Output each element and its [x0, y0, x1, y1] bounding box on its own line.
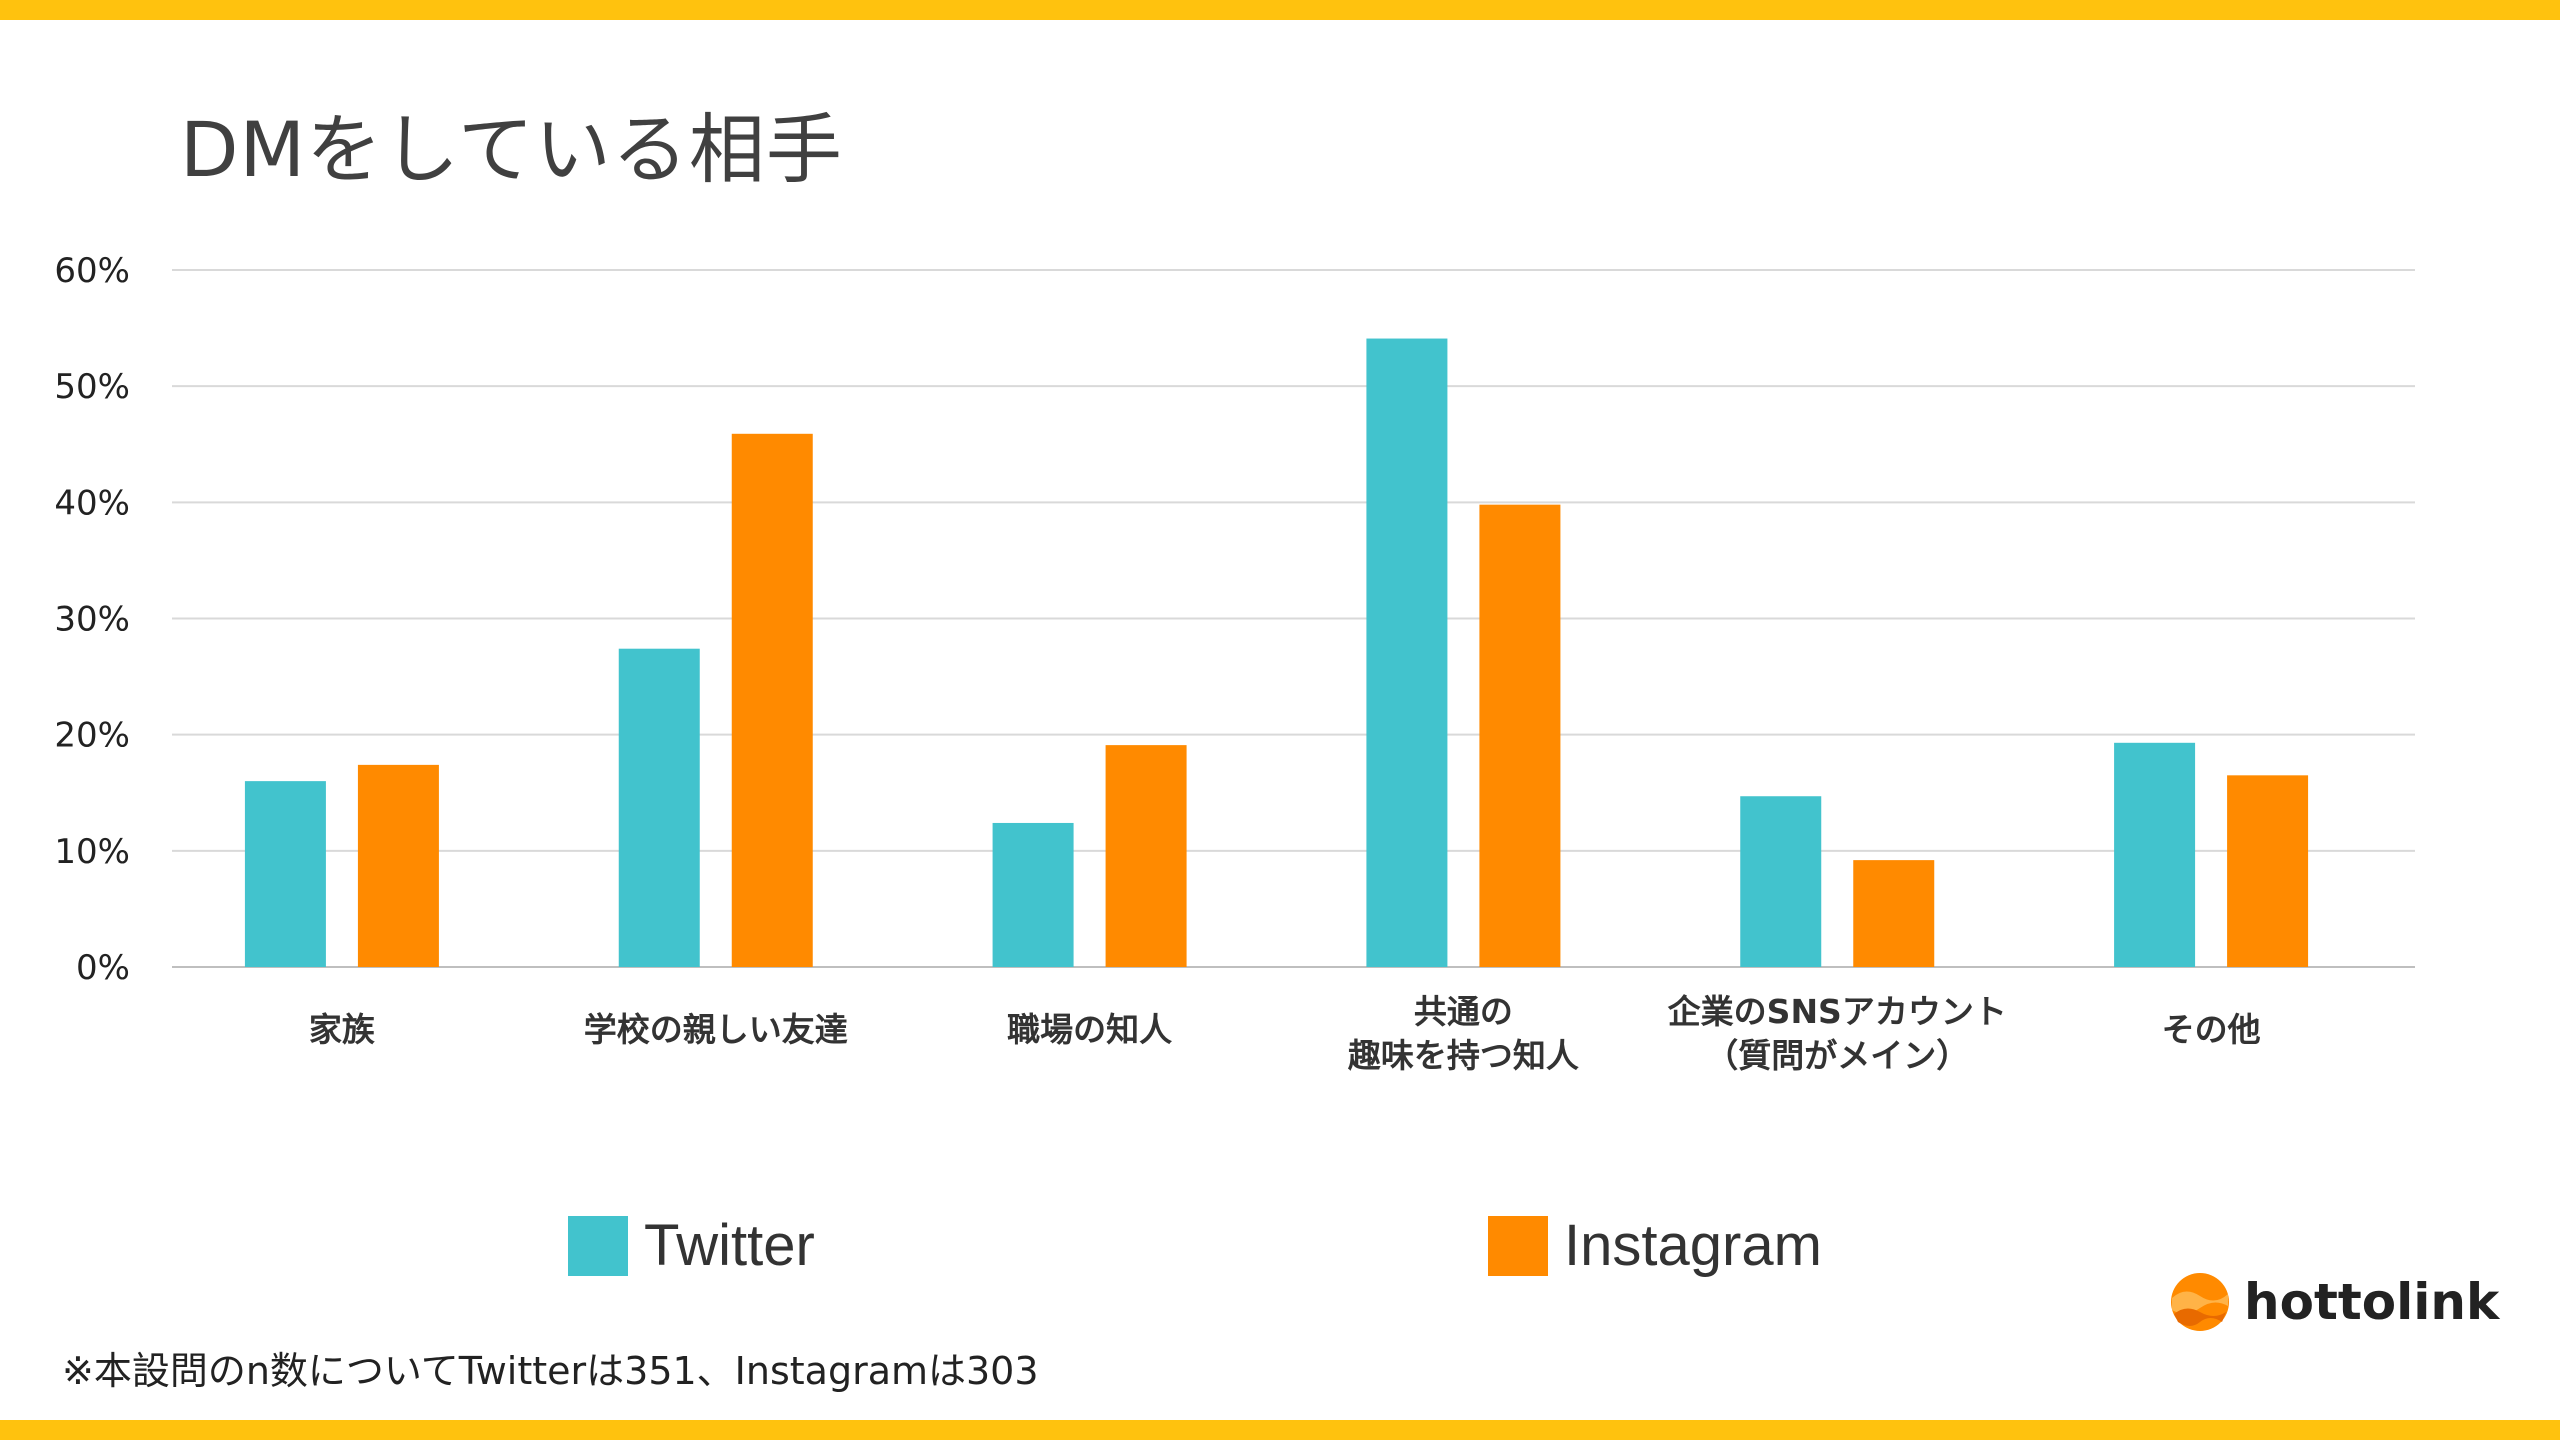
y-tick-label: 40%: [54, 483, 130, 523]
footnote: ※本設問のn数についてTwitterは351、Instagramは303: [62, 1349, 1039, 1393]
legend-swatch-twitter: [568, 1215, 628, 1276]
y-tick-label: 50%: [54, 367, 130, 407]
y-tick-label: 30%: [54, 600, 130, 640]
y-tick-label: 60%: [54, 251, 130, 291]
bar-instagram: [2227, 775, 2309, 967]
legend-item-instagram: Instagram: [1488, 1212, 1822, 1279]
y-tick-label: 0%: [76, 948, 130, 988]
bar-twitter: [244, 781, 326, 967]
bar-instagram: [357, 764, 439, 967]
y-tick-label: 20%: [54, 716, 130, 756]
x-category-label: 学校の親しい友達: [584, 1010, 848, 1049]
bar-twitter: [2114, 742, 2196, 967]
x-category-label: 企業のSNSアカウント: [1668, 992, 2007, 1031]
top-accent-band: [0, 0, 2560, 20]
bar-twitter: [1366, 338, 1448, 967]
bar-twitter: [992, 822, 1074, 967]
x-category-label: （質問がメイン）: [1705, 1036, 1969, 1075]
bar-instagram: [731, 433, 813, 967]
bar-instagram: [1479, 504, 1561, 967]
page-title: DMをしている相手: [180, 105, 843, 194]
x-category-label: 家族: [309, 1010, 375, 1049]
bottom-accent-band: [0, 1420, 2560, 1440]
hottolink-logo-icon: [2171, 1273, 2229, 1331]
legend-label-twitter: Twitter: [644, 1213, 815, 1278]
hottolink-logo: hottolink: [2170, 1272, 2499, 1332]
bar-instagram: [1853, 860, 1935, 967]
y-tick-label: 10%: [54, 832, 130, 872]
bar-twitter: [618, 648, 700, 967]
x-category-label: 趣味を持つ知人: [1348, 1036, 1579, 1075]
bar-twitter: [1740, 796, 1822, 967]
legend-swatch-instagram: [1488, 1215, 1548, 1276]
bar-instagram: [1105, 745, 1187, 967]
legend-label-instagram: Instagram: [1564, 1213, 1822, 1278]
x-category-label: その他: [2162, 1010, 2261, 1049]
logo-text: hottolink: [2244, 1273, 2500, 1331]
legend-item-twitter: Twitter: [568, 1212, 815, 1279]
x-category-label: 職場の知人: [1007, 1010, 1172, 1049]
x-category-label: 共通の: [1414, 992, 1513, 1031]
